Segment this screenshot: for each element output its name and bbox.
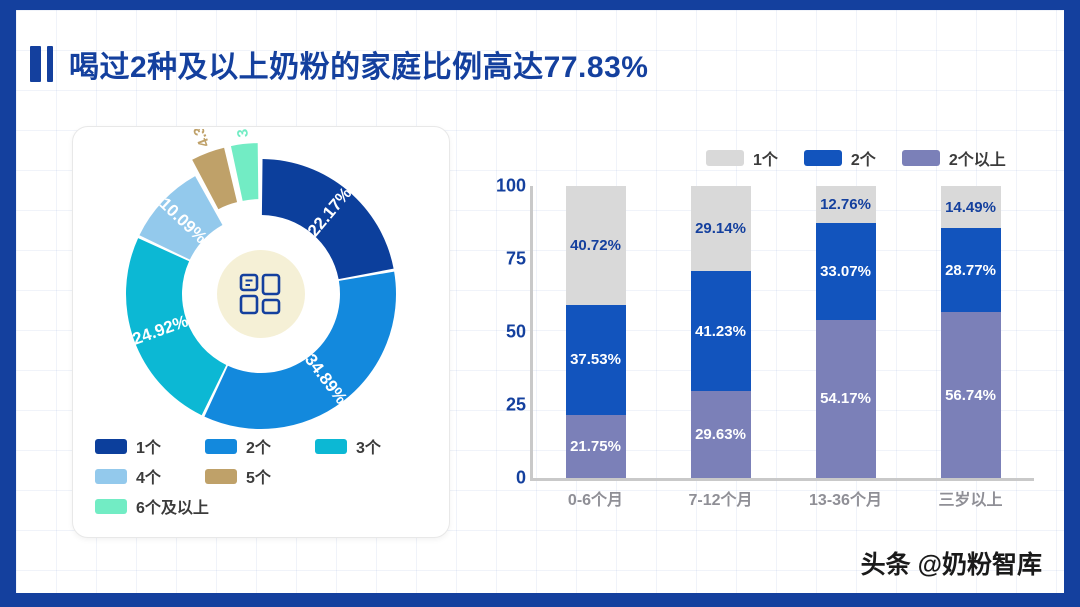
legend-label: 1个 xyxy=(136,440,161,457)
bar-legend-item[interactable]: 2个 xyxy=(803,146,876,170)
bar-segment[interactable]: 14.49% xyxy=(940,186,1001,229)
watermark: 头条 @奶粉智库 xyxy=(860,551,1042,579)
bar-segment-label: 28.77% xyxy=(945,261,996,279)
title-accent-bar-primary xyxy=(30,46,41,82)
y-axis-line xyxy=(530,186,533,480)
bar-segment[interactable]: 37.53% xyxy=(565,304,626,415)
donut-legend-item[interactable]: 5个 xyxy=(205,461,315,491)
donut-slice[interactable] xyxy=(192,147,238,210)
legend-swatch xyxy=(315,438,347,454)
x-axis-labels: 0-6个月 7-12个月 13-36个月 三岁以上 xyxy=(533,486,1033,510)
donut-legend-item[interactable]: 1个 xyxy=(95,431,205,461)
legend-swatch xyxy=(95,438,127,454)
x-axis-label: 7-12个月 xyxy=(688,492,753,509)
donut-chart-svg: 22.17%34.89%24.92%10.09%4.39%3.54% xyxy=(125,94,396,429)
bar-legend-item[interactable]: 1个 xyxy=(706,146,778,170)
bar-segment-label: 37.53% xyxy=(570,351,621,369)
bar-column[interactable]: 40.72% 37.53% 21.75% xyxy=(533,186,658,478)
y-axis-tick: 25 xyxy=(505,394,526,415)
legend-label: 4个 xyxy=(136,470,161,487)
legend-swatch xyxy=(95,468,127,484)
bar-stack: 12.76% 33.07% 54.17% xyxy=(815,186,876,478)
donut-slice[interactable] xyxy=(125,238,227,416)
slide-content: 喝过2种及以上奶粉的家庭比例高达77.83% 22.17% 34.89% 2 xyxy=(16,10,1064,593)
y-axis-ticks: 0 25 50 75 100 xyxy=(468,176,526,488)
page-title-text: 喝过2种及以上奶粉的家庭比例高达77.83% xyxy=(69,51,649,84)
x-axis-label: 三岁以上 xyxy=(938,492,1003,509)
legend-label: 2个 xyxy=(246,440,271,457)
bar-segment-label: 14.49% xyxy=(945,198,996,216)
bar-segment-label: 33.07% xyxy=(820,263,871,281)
donut-slice[interactable] xyxy=(139,176,223,260)
bar-legend-item[interactable]: 2个以上 xyxy=(901,146,1006,170)
donut-center-halo xyxy=(217,250,305,338)
donut-chart: 22.17%34.89%24.92%10.09%4.39%3.54% xyxy=(73,94,449,459)
donut-legend-item[interactable]: 4个 xyxy=(95,461,205,491)
donut-slice[interactable] xyxy=(230,143,259,201)
bar-segment[interactable]: 41.23% xyxy=(690,271,751,392)
donut-legend-item[interactable]: 2个 xyxy=(205,431,315,461)
legend-label: 2个以上 xyxy=(948,152,1006,169)
bar-segment-label: 56.74% xyxy=(945,386,996,404)
legend-label: 6个及以上 xyxy=(136,500,209,517)
donut-legend-item[interactable]: 6个及以上 xyxy=(95,491,225,521)
bar-segment[interactable]: 56.74% xyxy=(940,312,1001,478)
bar-segment[interactable]: 21.75% xyxy=(565,414,626,478)
bar-segment[interactable]: 40.72% xyxy=(565,186,626,305)
x-axis-label: 13-36个月 xyxy=(809,492,882,509)
x-axis-line xyxy=(530,478,1034,481)
bar-segment-label: 29.14% xyxy=(695,220,746,238)
legend-swatch xyxy=(901,150,940,166)
donut-slice-label: 4.39% xyxy=(182,129,213,149)
bar-segment-label: 40.72% xyxy=(570,236,621,254)
bar-column[interactable]: 29.14% 41.23% 29.63% xyxy=(658,186,783,478)
bar-segment[interactable]: 33.07% xyxy=(815,223,876,320)
legend-label: 3个 xyxy=(356,440,381,457)
bar-stack: 29.14% 41.23% 29.63% xyxy=(690,186,751,478)
legend-label: 5个 xyxy=(246,470,271,487)
dashboard-grid-icon xyxy=(239,273,281,315)
donut-slice-label: 3.54% xyxy=(230,129,252,138)
x-axis-label: 0-6个月 xyxy=(567,492,624,509)
donut-slice[interactable] xyxy=(261,159,394,280)
legend-swatch xyxy=(803,150,842,166)
donut-legend-item[interactable]: 3个 xyxy=(315,431,425,461)
bar-columns: 40.72% 37.53% 21.75% 29.14% 41.23% 29.63% 12.7… xyxy=(533,186,1033,478)
legend-label: 2个 xyxy=(850,152,876,169)
bar-segment-label: 54.17% xyxy=(820,390,871,408)
y-axis-tick: 50 xyxy=(505,321,526,342)
stacked-bar-chart: 1个 2个 2个以上 0 25 50 75 100 40.72% 37.53% 21.75% 29… xyxy=(468,130,1048,530)
bar-segment[interactable]: 29.14% xyxy=(690,186,751,272)
legend-swatch xyxy=(205,468,237,484)
donut-legend: 1个 2个 3个 4个 5个 6个及以上 xyxy=(95,431,435,521)
bar-column[interactable]: 14.49% 28.77% 56.74% xyxy=(908,186,1033,478)
bar-column[interactable]: 12.76% 33.07% 54.17% xyxy=(783,186,908,478)
y-axis-tick: 0 xyxy=(515,467,526,488)
bar-segment-label: 29.63% xyxy=(695,426,746,444)
bar-stack: 40.72% 37.53% 21.75% xyxy=(565,186,626,478)
legend-swatch xyxy=(95,498,127,514)
bar-segment[interactable]: 28.77% xyxy=(940,228,1001,313)
bar-segment[interactable]: 54.17% xyxy=(815,319,876,478)
y-axis-tick: 75 xyxy=(505,248,526,269)
page-title: 喝过2种及以上奶粉的家庭比例高达77.83% xyxy=(30,42,648,86)
donut-chart-card: 22.17%34.89%24.92%10.09%4.39%3.54% 1个2个3… xyxy=(72,94,450,538)
title-accent-bar-secondary xyxy=(47,46,53,82)
bar-segment-label: 21.75% xyxy=(570,437,621,455)
donut-slice[interactable] xyxy=(204,271,396,429)
bar-segment[interactable]: 29.63% xyxy=(690,391,751,478)
legend-swatch xyxy=(205,438,237,454)
y-axis-tick: 100 xyxy=(495,175,526,196)
bar-chart-legend: 1个 2个 2个以上 xyxy=(706,146,1032,170)
bar-segment[interactable]: 12.76% xyxy=(815,186,876,224)
bar-segment-label: 41.23% xyxy=(695,322,746,340)
legend-label: 1个 xyxy=(753,152,778,169)
legend-swatch xyxy=(706,150,744,166)
bar-segment-label: 12.76% xyxy=(820,196,871,214)
bar-stack: 14.49% 28.77% 56.74% xyxy=(940,186,1001,478)
bar-chart-plot: 0 25 50 75 100 40.72% 37.53% 21.75% 29.14% 41.23… xyxy=(468,176,1048,526)
